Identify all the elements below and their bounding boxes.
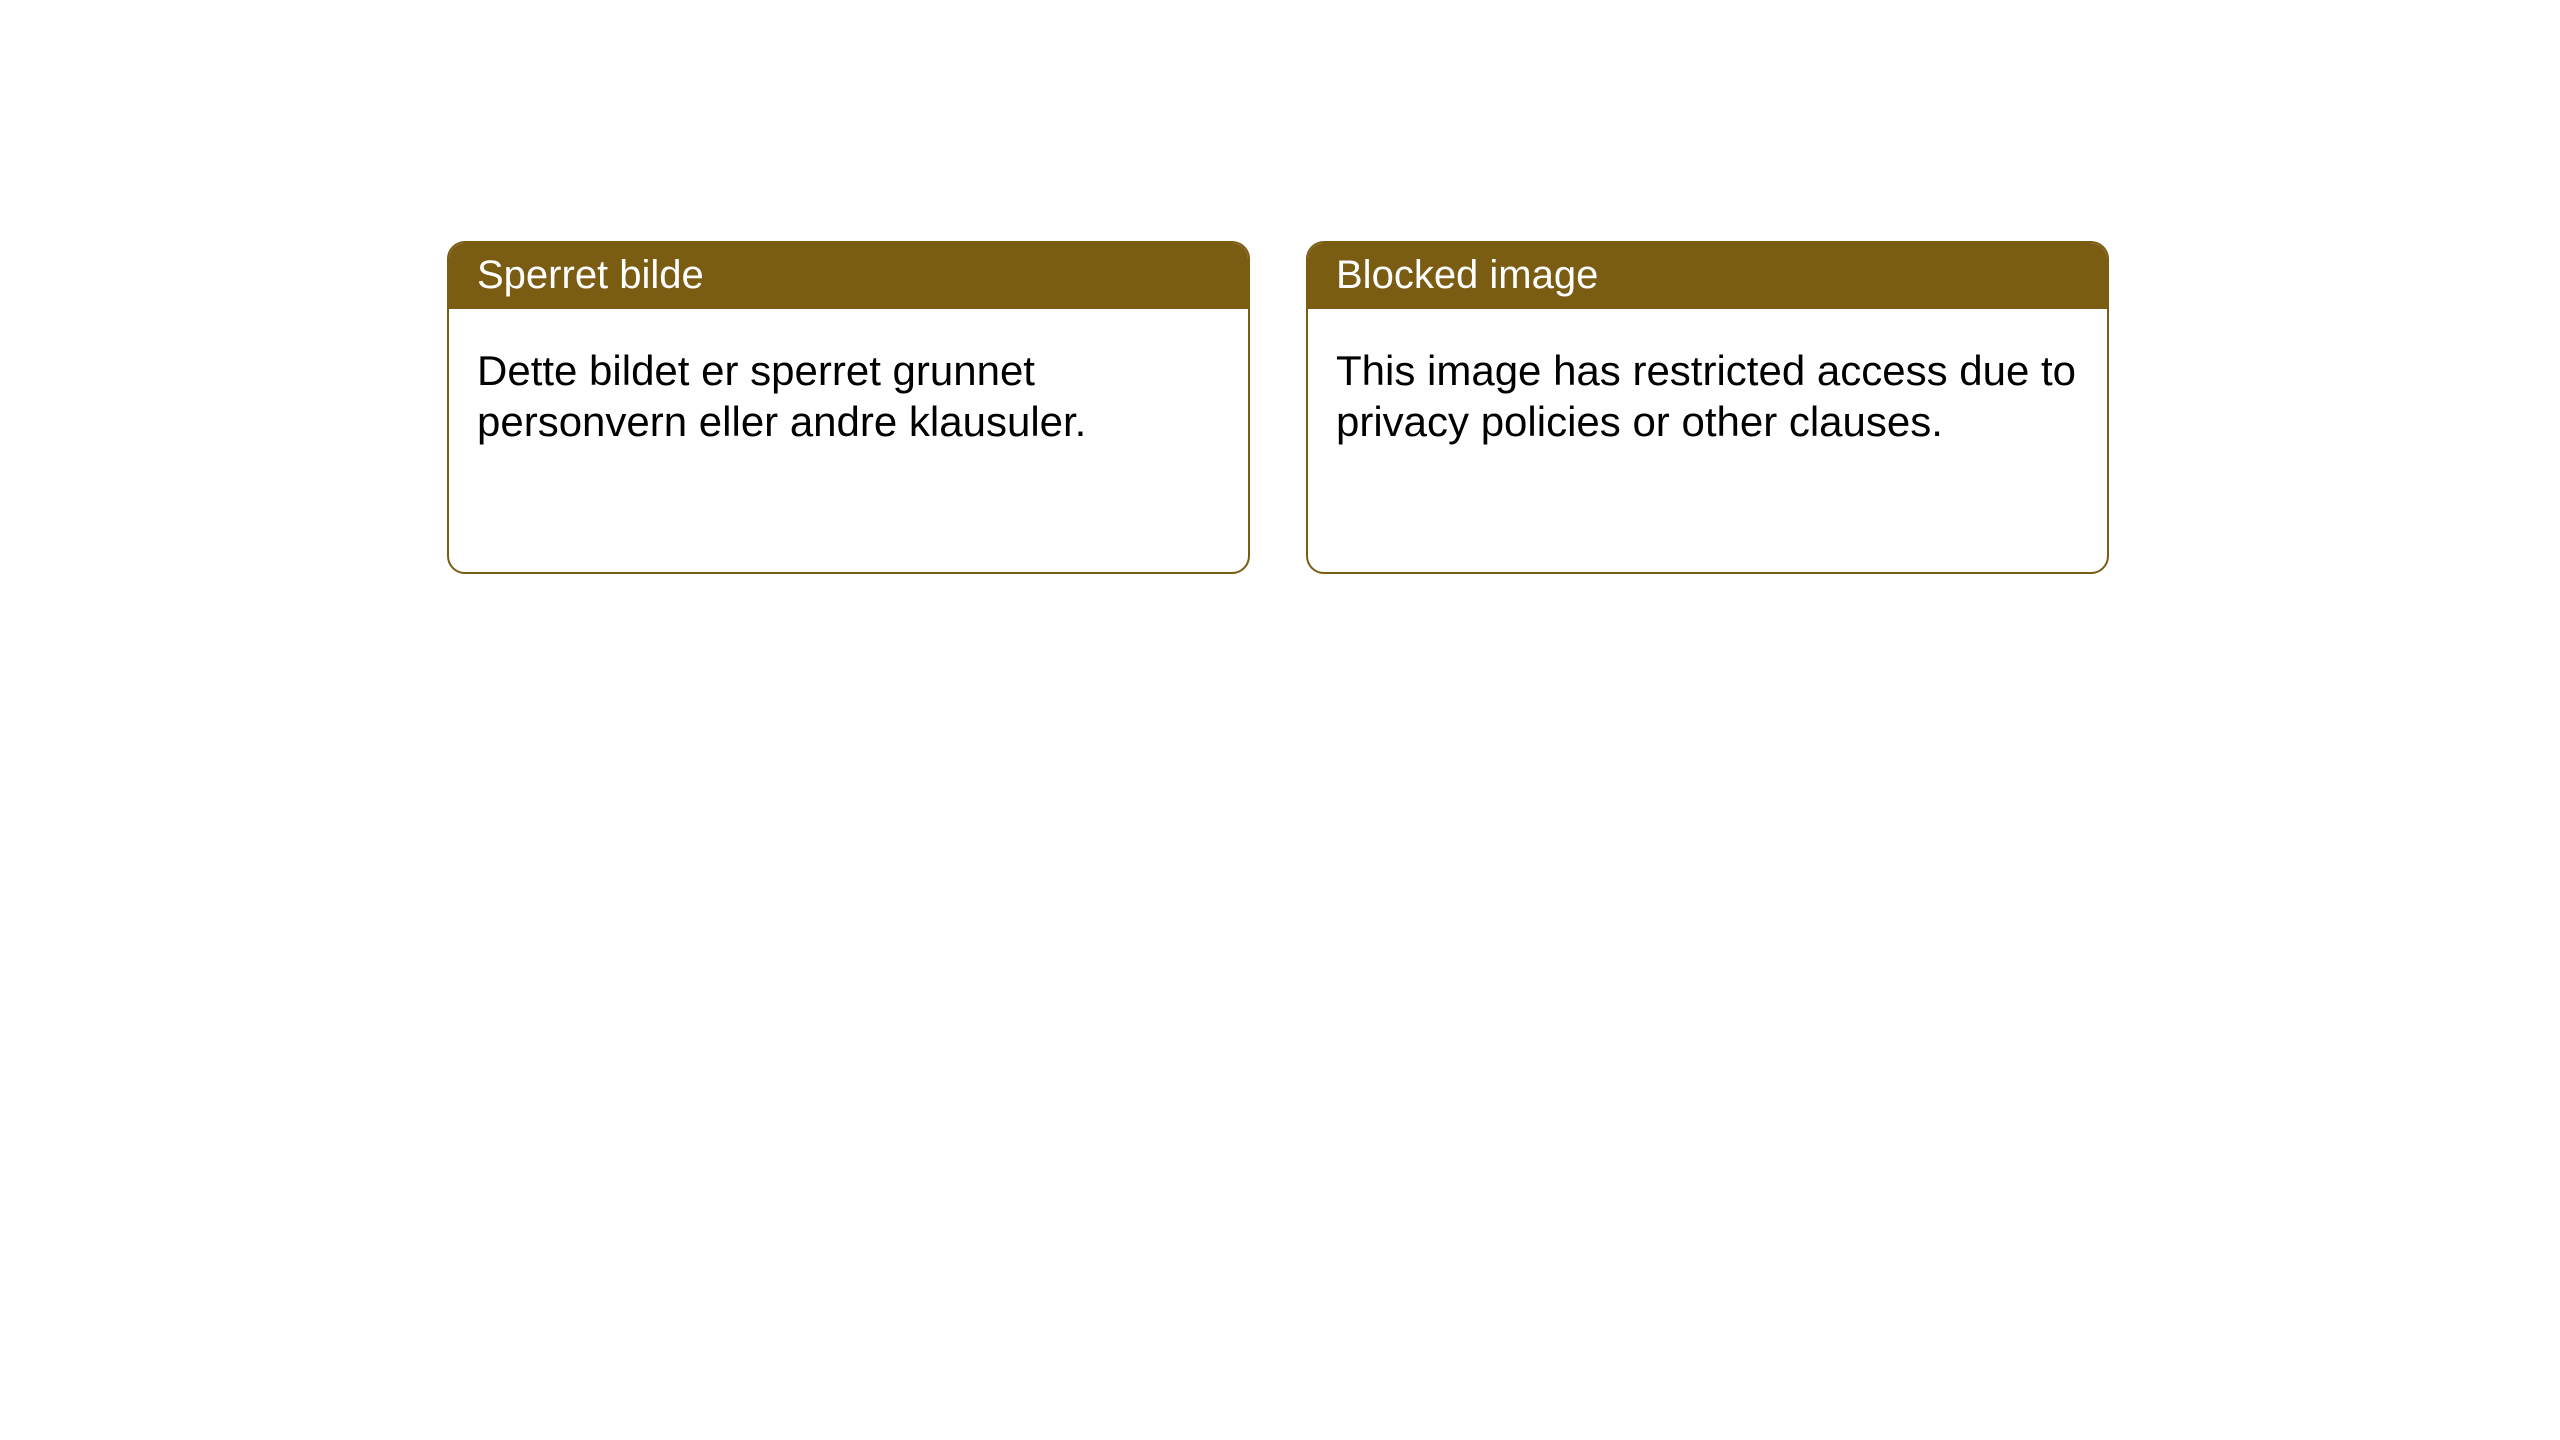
notice-card-norwegian: Sperret bilde Dette bildet er sperret gr… bbox=[447, 241, 1250, 574]
notice-header: Blocked image bbox=[1308, 243, 2107, 309]
notice-card-english: Blocked image This image has restricted … bbox=[1306, 241, 2109, 574]
notice-cards-row: Sperret bilde Dette bildet er sperret gr… bbox=[447, 241, 2109, 574]
notice-header: Sperret bilde bbox=[449, 243, 1248, 309]
notice-body: This image has restricted access due to … bbox=[1308, 309, 2107, 475]
notice-body: Dette bildet er sperret grunnet personve… bbox=[449, 309, 1248, 475]
